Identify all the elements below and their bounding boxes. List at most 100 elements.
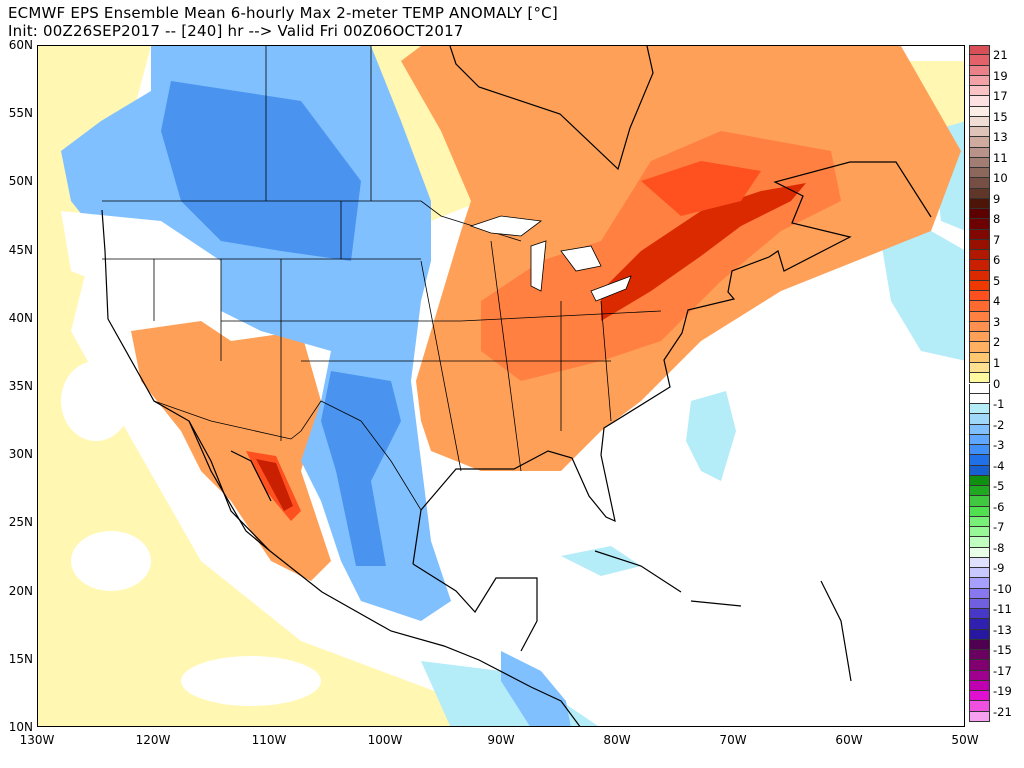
colorbar-swatch: [969, 260, 990, 271]
chart-title: ECMWF EPS Ensemble Mean 6-hourly Max 2-m…: [8, 4, 558, 22]
lat-label: 35N: [8, 379, 33, 393]
chart-subtitle: Init: 00Z26SEP2017 -- [240] hr --> Valid…: [8, 22, 464, 40]
colorbar-swatch: [969, 96, 990, 107]
shade-positive-red-core: [601, 183, 806, 321]
colorbar-label: 1: [993, 355, 1001, 370]
lon-label: 70W: [719, 733, 747, 747]
shade-negative-weak-caribbean: [561, 546, 641, 576]
colorbar-swatch: [969, 424, 990, 435]
colorbar-label: 4: [993, 294, 1001, 309]
colorbar-swatch: [969, 383, 990, 394]
colorbar-label: 6: [993, 253, 1001, 268]
colorbar-swatch: [969, 209, 990, 220]
colorbar-label: 21: [993, 48, 1008, 63]
colorbar-swatch: [969, 157, 990, 169]
colorbar-label: -4: [993, 458, 1005, 473]
colorbar-swatch: [969, 629, 990, 640]
colorbar-swatch: [969, 168, 990, 179]
shade-positive-red-mexico: [256, 459, 293, 511]
colorbar-swatch: [969, 342, 990, 353]
colorbar-swatch: [969, 568, 990, 579]
colorbar-label: -13: [993, 622, 1012, 637]
colorbar-swatch: [969, 434, 990, 446]
colorbar-label: -6: [993, 499, 1005, 514]
colorbar-swatch: [969, 619, 990, 630]
shade-neutral-patch: [71, 531, 151, 591]
shade-neutral-patch: [61, 361, 131, 441]
colorbar-swatch: [969, 598, 990, 610]
colorbar-swatch: [969, 691, 990, 702]
colorbar-label: 13: [993, 130, 1008, 145]
lon-label: 60W: [835, 733, 863, 747]
colorbar-label: -17: [993, 663, 1012, 678]
colorbar-swatch: [969, 547, 990, 558]
anomaly-map: [37, 45, 965, 727]
colorbar-swatch: [969, 557, 990, 569]
lon-label: 90W: [487, 733, 515, 747]
colorbar-swatch: [969, 455, 990, 466]
colorbar-swatch: [969, 332, 990, 343]
colorbar-label: 8: [993, 212, 1001, 227]
colorbar-swatch: [969, 106, 990, 117]
coastlines: [101, 46, 932, 726]
colorbar-swatch: [969, 639, 990, 651]
colorbar-swatch: [969, 486, 990, 497]
shade-negative-strong-rockies: [161, 81, 361, 261]
colorbar-label: -15: [993, 643, 1012, 658]
colorbar-swatch: [969, 465, 990, 476]
colorbar-label: -10: [993, 581, 1012, 596]
colorbar-swatch: [969, 404, 990, 415]
colorbar-swatch: [969, 250, 990, 261]
colorbar-swatch: [969, 352, 990, 363]
colorbar-swatch: [969, 45, 990, 56]
colorbar-label: -3: [993, 438, 1005, 453]
colorbar-swatch: [969, 301, 990, 312]
colorbar-swatch: [969, 198, 990, 210]
shade-negative-moderate-central-america: [501, 651, 571, 726]
colorbar-swatch: [969, 496, 990, 507]
colorbar-label: -9: [993, 561, 1005, 576]
lat-label: 40N: [8, 310, 33, 325]
colorbar-swatch: [969, 55, 990, 66]
colorbar-label: 19: [993, 68, 1008, 83]
colorbar-label: 0: [993, 376, 1001, 391]
shade-positive-red-quebec: [641, 161, 761, 216]
lat-label: 10N: [8, 720, 33, 734]
colorbar-label: 9: [993, 191, 1001, 206]
colorbar-swatch: [969, 711, 990, 722]
colorbar-swatch: [969, 229, 990, 240]
colorbar-label: -11: [993, 602, 1012, 617]
map-canvas: [38, 46, 964, 726]
colorbar-label: -1: [993, 397, 1005, 411]
colorbar-swatch: [969, 137, 990, 148]
shade-neutral-patch: [181, 656, 321, 706]
lat-label: 45N: [8, 242, 33, 257]
colorbar-swatch: [969, 219, 990, 230]
colorbar-swatch: [969, 578, 990, 589]
lon-label: 130W: [19, 733, 55, 747]
colorbar-label: 17: [993, 89, 1008, 104]
colorbar-swatch: [969, 321, 990, 333]
colorbar-label: -21: [993, 704, 1012, 719]
lakes: [469, 215, 632, 302]
lat-label: 60N: [8, 38, 33, 52]
lat-label: 25N: [8, 515, 33, 530]
colorbar-swatch: [969, 270, 990, 281]
lat-label: 30N: [8, 447, 33, 462]
lon-label: 50W: [951, 733, 979, 747]
colorbar-swatch: [969, 537, 990, 548]
colorbar-swatch: [969, 516, 990, 528]
colorbar-swatch: [969, 660, 990, 671]
colorbar-swatch: [969, 506, 990, 517]
shade-positive-weak-pacific: [38, 46, 554, 726]
colorbar-swatch: [969, 373, 990, 384]
colorbar-swatch: [969, 291, 990, 302]
colorbar-swatch: [969, 650, 990, 661]
lon-label: 110W: [251, 733, 287, 747]
colorbar-swatch: [969, 588, 990, 599]
colorbar-swatch: [969, 475, 990, 487]
colorbar-swatch: [969, 445, 990, 456]
colorbar-swatch: [969, 178, 990, 189]
colorbar-swatch: [969, 147, 990, 158]
colorbar-swatch: [969, 527, 990, 538]
